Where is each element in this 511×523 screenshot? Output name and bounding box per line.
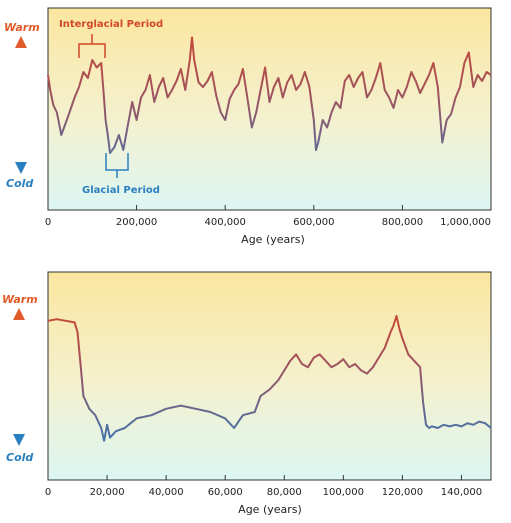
chart-2-warm-cold-arrow <box>13 308 25 446</box>
glacial-annotation: Glacial Period <box>82 185 160 196</box>
interglacial-annotation: Interglacial Period <box>59 19 163 30</box>
chart-1-warm-label: Warm <box>4 21 40 34</box>
x-tick-label: 100,000 <box>323 487 364 498</box>
x-tick-label: 80,000 <box>267 487 302 498</box>
chart-1-warm-cold-arrow <box>15 36 27 174</box>
chart-2-warm-label: Warm <box>2 293 38 306</box>
chart-2-cold-label: Cold <box>6 451 33 464</box>
chart-2-x-ticks: 0 20,000 40,000 60,000 80,000 100,000 120,000 1… <box>45 475 482 498</box>
x-tick-label: 0 <box>45 487 51 498</box>
x-tick-label: 800,000 <box>382 217 423 228</box>
x-tick-label: 120,000 <box>382 487 423 498</box>
x-tick-label: 140,000 <box>441 487 482 498</box>
chart-2-plot-area <box>47 271 492 481</box>
x-tick-label: 20,000 <box>90 487 125 498</box>
chart-1-series-line <box>47 36 492 154</box>
interglacial-bracket <box>78 34 106 58</box>
x-tick-label: 60,000 <box>208 487 243 498</box>
chart-1-x-ticks: 0 200,000 400,000 600,000 800,000 1,000,000 <box>45 205 492 228</box>
x-tick-label: 400,000 <box>205 217 246 228</box>
chart-1-cold-label: Cold <box>6 177 33 190</box>
x-tick-label: 40,000 <box>149 487 184 498</box>
chart-1-x-axis-title: Age (years) <box>241 233 305 246</box>
glacial-bracket <box>105 153 129 178</box>
chart-2: Warm Cold 0 20,000 40,000 60,000 80,000 100,0… <box>2 271 492 516</box>
x-tick-label: 1,000,000 <box>440 217 491 228</box>
chart-1: Warm Cold Interglacial Period Glacial Pe… <box>4 7 492 246</box>
x-tick-label: 0 <box>45 217 51 228</box>
chart-2-x-axis-title: Age (years) <box>238 503 302 516</box>
x-tick-label: 600,000 <box>293 217 334 228</box>
chart-1-plot-area <box>47 7 492 211</box>
chart-2-series-line <box>47 315 492 442</box>
x-tick-label: 200,000 <box>116 217 157 228</box>
